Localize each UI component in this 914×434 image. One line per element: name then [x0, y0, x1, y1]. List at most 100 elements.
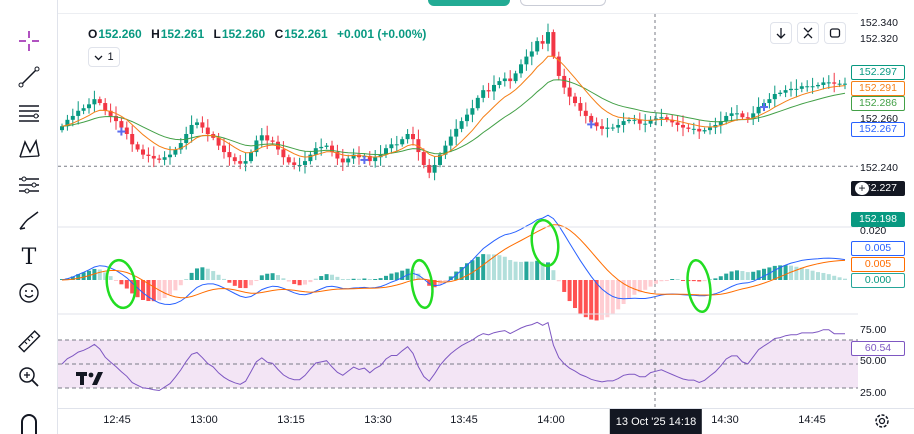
candle	[740, 113, 745, 118]
close-value: 152.261	[284, 27, 328, 41]
macd-histogram-bar	[297, 280, 302, 286]
candle	[65, 119, 70, 127]
candle	[670, 119, 675, 123]
chart-area[interactable]	[58, 14, 858, 408]
macd-histogram-bar	[184, 279, 189, 280]
price-axis[interactable]: 152.340 152.320 152.260 152.240 152.297 …	[851, 14, 914, 408]
macd-histogram-bar	[394, 272, 399, 280]
candle	[454, 128, 459, 137]
candle	[330, 145, 334, 153]
macd-histogram-bar	[330, 274, 334, 280]
macd-histogram-bar	[292, 280, 297, 285]
crosshair-icon[interactable]	[12, 24, 46, 58]
emoji-icon[interactable]	[12, 276, 46, 310]
collapse-icon	[803, 27, 813, 39]
macd-histogram-bar	[535, 260, 540, 280]
macd-histogram-bar	[178, 280, 183, 286]
candle	[400, 139, 405, 145]
candle	[816, 84, 820, 87]
collapse-indicators-button[interactable]: 1	[88, 47, 120, 67]
macd-histogram-bar	[670, 279, 675, 280]
candle	[519, 64, 523, 74]
high-label: H	[151, 27, 160, 41]
text-icon[interactable]: T	[12, 240, 46, 274]
candle	[389, 144, 394, 149]
buy-tab[interactable]	[428, 0, 510, 6]
time-axis[interactable]: 12:45 13:00 13:15 13:30 13:45 14:00 14:3…	[58, 408, 914, 434]
time-tick: 12:45	[103, 414, 131, 426]
macd-histogram-bar	[200, 267, 205, 280]
overlay-layer	[105, 14, 768, 408]
candle	[443, 145, 448, 155]
open-label: O	[88, 27, 98, 41]
candle	[654, 118, 658, 120]
macd-histogram-bar	[486, 254, 491, 280]
candle	[130, 134, 135, 145]
trend-line-icon[interactable]	[12, 60, 46, 94]
gear-icon[interactable]	[872, 411, 892, 431]
time-tick: 13:15	[277, 414, 305, 426]
macd-histogram-bar	[281, 278, 286, 280]
candle	[513, 73, 518, 82]
magnet-icon[interactable]	[12, 406, 46, 434]
pattern-icon[interactable]	[12, 132, 46, 166]
crosshair-time-label: 13 Oct '25 14:18	[609, 409, 703, 434]
candle	[184, 134, 189, 144]
annotation-circle	[105, 258, 137, 310]
add-alert-icon[interactable]: +	[854, 181, 870, 196]
candle	[664, 117, 669, 120]
candle	[486, 90, 491, 92]
maximize-pane-button[interactable]	[824, 22, 846, 44]
macd-histogram-bar	[384, 275, 388, 280]
macd-histogram-bar	[546, 262, 550, 280]
candle	[178, 143, 183, 150]
tradingview-logo	[76, 370, 104, 391]
macd-histogram-bar	[340, 279, 345, 280]
annotation-circle	[686, 258, 712, 314]
candle	[675, 122, 680, 125]
macd-histogram-bar	[454, 271, 459, 280]
brush-icon[interactable]	[12, 204, 46, 238]
candle	[821, 82, 826, 85]
candle	[535, 41, 540, 52]
macd-histogram-bar	[605, 280, 610, 318]
time-tick: 13:30	[364, 414, 392, 426]
candle	[589, 115, 594, 123]
macd-histogram-bar	[778, 265, 783, 280]
candle	[567, 87, 572, 97]
chart-canvas[interactable]	[58, 14, 858, 408]
candle	[594, 122, 599, 127]
macd-histogram-bar	[621, 280, 626, 304]
candle	[659, 117, 664, 119]
prediction-icon[interactable]	[12, 168, 46, 202]
candle	[751, 113, 756, 119]
candle	[411, 134, 415, 140]
macd-histogram-bar	[119, 280, 124, 285]
sell-tab[interactable]	[520, 0, 606, 6]
macd-histogram-bar	[713, 278, 718, 280]
candle	[308, 154, 313, 162]
macd-histogram-bar	[497, 255, 502, 280]
candle	[578, 103, 583, 111]
time-tick: 14:30	[711, 414, 739, 426]
collapse-pane-button[interactable]	[797, 22, 819, 44]
arrow-down-button[interactable]	[770, 22, 792, 44]
candle	[843, 83, 847, 85]
candle	[627, 119, 631, 122]
ruler-icon[interactable]	[12, 324, 46, 358]
candle	[600, 126, 604, 129]
macd-histogram-bar	[254, 280, 259, 281]
candle	[805, 86, 810, 88]
macd-histogram-bar	[232, 280, 237, 286]
high-value: 152.261	[160, 27, 205, 41]
candle	[232, 157, 237, 162]
macd-histogram-bar	[648, 280, 653, 287]
zoom-icon[interactable]	[12, 360, 46, 394]
candle	[162, 157, 167, 160]
candle	[270, 140, 275, 142]
fib-retracement-icon[interactable]	[12, 96, 46, 130]
candle	[632, 119, 637, 121]
candle	[173, 149, 178, 155]
candle	[373, 157, 378, 162]
chevron-down-icon	[94, 55, 103, 60]
